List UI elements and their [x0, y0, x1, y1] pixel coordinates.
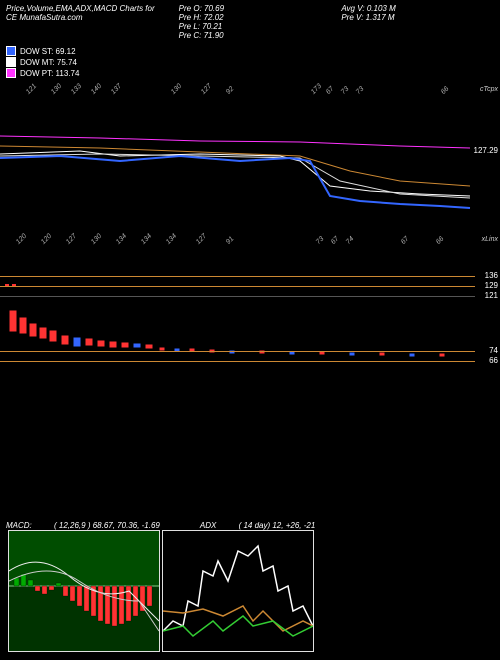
volume-x-axis: xLinx 120 120 127 130 134 134 134 127 91 73 67 74 67…: [0, 231, 500, 251]
prev-volume: Pre V: 1.317 M: [341, 13, 494, 22]
y-tick-label: 129: [485, 281, 498, 290]
adx-svg: [163, 531, 313, 651]
x-tick: 133: [70, 83, 83, 96]
x-tick: 91: [225, 235, 235, 245]
x-tick: 67: [325, 85, 335, 95]
legend-mt: DOW MT: 75.74: [6, 57, 494, 67]
main-axis-label: cTcpx: [480, 86, 498, 93]
legend-mt-label: DOW MT: 75.74: [20, 58, 77, 67]
x-tick: 92: [225, 85, 235, 95]
grid-line: [0, 361, 475, 362]
x-tick: 66: [435, 235, 445, 245]
x-tick: 67: [330, 235, 340, 245]
x-tick: 130: [170, 83, 183, 96]
macd-panel: [8, 530, 160, 652]
grid-line: [0, 351, 475, 352]
x-tick: 134: [140, 233, 153, 246]
x-tick: 134: [115, 233, 128, 246]
macd-svg: [9, 531, 159, 651]
legend: DOW ST: 69.12 DOW MT: 75.74 DOW PT: 113.…: [0, 44, 500, 81]
volume-axis-label: xLinx: [482, 236, 498, 243]
y-tick-label: 121: [485, 291, 498, 300]
x-tick: 67: [400, 235, 410, 245]
prev-open: Pre O: 70.69: [179, 4, 332, 13]
legend-box-pt: [6, 68, 16, 78]
x-tick: 173: [310, 83, 323, 96]
x-tick: 74: [345, 235, 355, 245]
y-tick-label: 74: [489, 346, 498, 355]
grid-line: [0, 276, 475, 277]
chart-title: Price,Volume,EMA,ADX,MACD Charts for CE …: [6, 4, 159, 22]
ohlc-block: Pre O: 70.69 Pre H: 72.02 Pre L: 70.21 P…: [159, 4, 332, 40]
y-tick-label: 66: [489, 356, 498, 365]
grid-line: [0, 286, 475, 287]
chart-header: Price,Volume,EMA,ADX,MACD Charts for CE …: [0, 0, 500, 44]
price-chart: 127.29: [0, 106, 500, 226]
indicator-panels: [4, 526, 318, 656]
x-tick: 120: [40, 233, 53, 246]
legend-pt-label: DOW PT: 113.74: [20, 69, 79, 78]
y-tick-label: 136: [485, 271, 498, 280]
main-x-axis: cTcpx 121 130 133 140 137 130 127 92 17367 73 73 66: [0, 81, 500, 101]
prev-high: Pre H: 72.02: [179, 13, 332, 22]
x-tick: 127: [65, 233, 78, 246]
x-tick: 134: [165, 233, 178, 246]
x-tick: 73: [355, 85, 365, 95]
legend-st-label: DOW ST: 69.12: [20, 47, 76, 56]
legend-box-st: [6, 46, 16, 56]
price-value-label: 127.29: [474, 146, 498, 155]
x-tick: 130: [90, 233, 103, 246]
x-tick: 66: [440, 85, 450, 95]
x-tick: 121: [25, 83, 38, 96]
x-tick: 130: [50, 83, 63, 96]
x-tick: 120: [15, 233, 28, 246]
x-tick: 73: [315, 235, 325, 245]
grid-line: [0, 296, 475, 297]
legend-box-mt: [6, 57, 16, 67]
x-tick: 127: [200, 83, 213, 96]
volume-chart: 136129121 7466: [0, 256, 500, 376]
avg-volume: Avg V: 0.103 M: [341, 4, 494, 13]
prev-low: Pre L: 70.21: [179, 22, 332, 31]
x-tick: 73: [340, 85, 350, 95]
volume-chart-svg: [0, 256, 475, 376]
volume-block: Avg V: 0.103 M Pre V: 1.317 M: [331, 4, 494, 40]
legend-st: DOW ST: 69.12: [6, 46, 494, 56]
price-chart-svg: [0, 106, 475, 226]
x-tick: 140: [90, 83, 103, 96]
legend-pt: DOW PT: 113.74: [6, 68, 494, 78]
x-tick: 127: [195, 233, 208, 246]
x-tick: 137: [110, 83, 123, 96]
prev-close: Pre C: 71.90: [179, 31, 332, 40]
adx-panel: [162, 530, 314, 652]
